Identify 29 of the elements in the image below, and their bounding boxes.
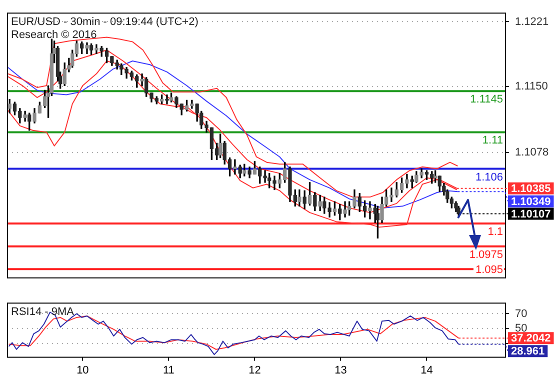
x-tick-label: 11: [162, 364, 174, 376]
ref-line-label: 1.106: [475, 171, 503, 184]
ref-line-label: 1.0975: [469, 248, 503, 261]
x-tick-label: 12: [248, 364, 261, 376]
annotation: 28.961: [511, 346, 545, 358]
text: Research © 2016: [11, 29, 97, 42]
x-tick-label: 13: [334, 364, 347, 376]
chart-title: RSI14 - 9MA: [11, 306, 75, 318]
candlestick: [140, 73, 144, 86]
y-tick-label: 1.1078: [515, 146, 549, 158]
x-tick-label: 10: [76, 364, 89, 376]
candlestick: [233, 159, 237, 175]
candlestick: [368, 201, 372, 220]
ref-line-label: 1.11: [482, 134, 503, 147]
y-tick-label: 1.1150: [515, 80, 548, 93]
annotation: 1.10385: [511, 182, 551, 195]
ref-line-label: 1.1145: [470, 94, 503, 106]
y-tick-label: 50: [515, 322, 528, 335]
annotation: 37.2042: [511, 332, 551, 345]
candlestick: [165, 94, 169, 104]
ref-line-label: 1.1: [488, 226, 503, 238]
ref-line-label: 1.095: [475, 264, 503, 276]
y-tick-label: 70: [515, 308, 528, 320]
text: 1.10107: [511, 208, 551, 220]
y-tick-label: 1.1221: [515, 16, 549, 28]
candlestick: [94, 44, 98, 54]
chart-title: EUR/USD - 30min - 09:19:44 (UTC+2): [11, 16, 198, 28]
annotation: 1.10349: [511, 196, 551, 208]
x-tick-label: 14: [420, 364, 433, 376]
